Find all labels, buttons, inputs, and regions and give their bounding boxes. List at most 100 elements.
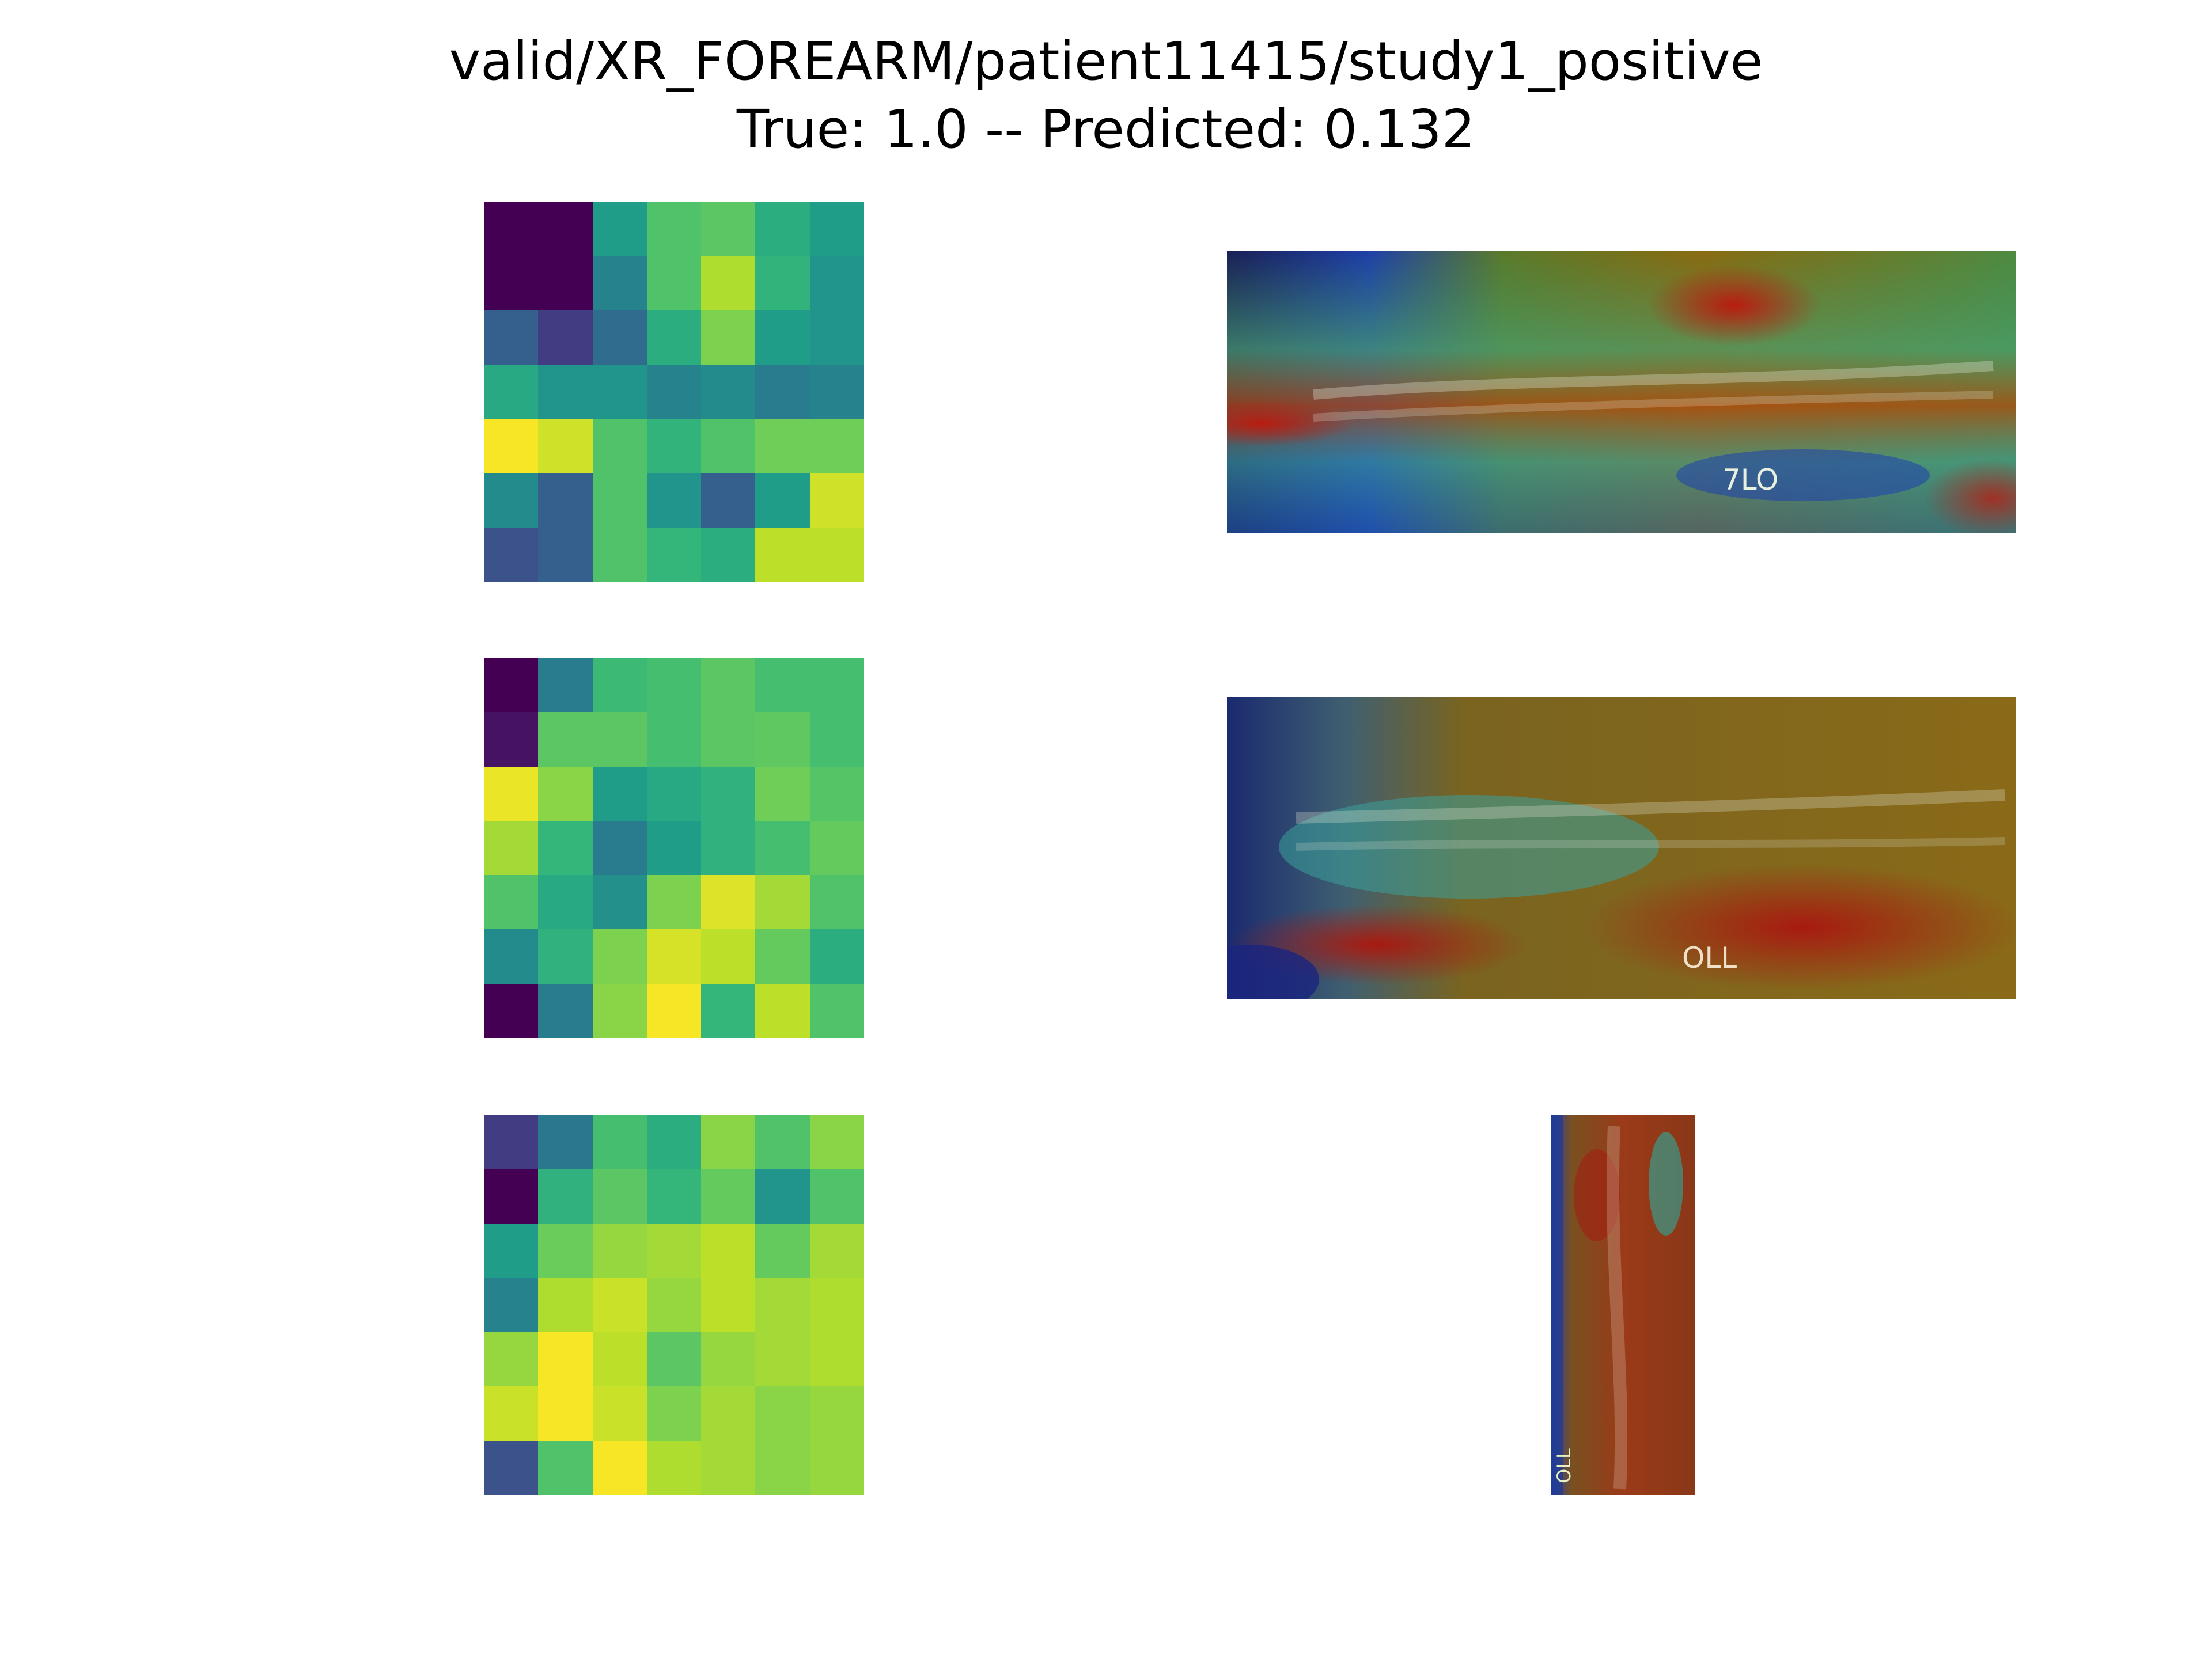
heatmap-cell xyxy=(809,1277,864,1332)
heatmap-cell xyxy=(538,256,593,310)
heatmap-cell xyxy=(538,473,593,528)
heatmap-cell xyxy=(538,929,593,984)
heatmap-cell xyxy=(646,202,702,256)
heatmap-cell xyxy=(646,1277,702,1332)
heatmap-cell xyxy=(538,527,593,582)
heatmap-cell xyxy=(701,419,756,474)
heatmap-cell xyxy=(809,1169,864,1224)
heatmap-cell xyxy=(484,820,539,876)
heatmap-cell xyxy=(538,1115,593,1169)
heatmap-cell xyxy=(592,364,647,419)
heatmap-cell xyxy=(538,419,593,474)
heatmap-cell xyxy=(592,1115,647,1169)
heatmap-cell xyxy=(484,983,539,1038)
heatmap-cell xyxy=(809,419,864,474)
heatmap-cell xyxy=(538,766,593,821)
heatmap-cell xyxy=(755,202,810,256)
heatmap-cell xyxy=(538,658,593,713)
heatmap-cell xyxy=(646,1440,702,1495)
heatmap-cell xyxy=(592,658,647,713)
heatmap-cell xyxy=(755,820,810,876)
heatmap-cell xyxy=(538,364,593,419)
heatmap-cell xyxy=(701,1169,756,1224)
heatmap-cell xyxy=(755,364,810,419)
heatmap-cell xyxy=(592,1332,647,1387)
heatmap-cell xyxy=(809,1440,864,1495)
heatmap-cell xyxy=(484,1332,539,1387)
heatmap-cell xyxy=(592,875,647,930)
heatmap-cell xyxy=(755,875,810,930)
heatmap-cell xyxy=(646,983,702,1038)
heatmap-cell xyxy=(809,310,864,365)
heatmap-cell xyxy=(484,364,539,419)
heatmap-cell xyxy=(646,473,702,528)
title-line-path: valid/XR_FOREARM/patient11415/study1_pos… xyxy=(449,31,1763,92)
heatmap-cell xyxy=(592,473,647,528)
heatmap-cell xyxy=(755,473,810,528)
lead-marker-text: OLL xyxy=(1682,941,1737,975)
heatmap-cell xyxy=(646,820,702,876)
heatmap-cell xyxy=(538,1169,593,1224)
heatmap-cell xyxy=(538,1277,593,1332)
heatmap-cell xyxy=(646,1115,702,1169)
heatmap-cell xyxy=(809,983,864,1038)
activation-heatmap-1 xyxy=(484,202,864,582)
heatmap-cell xyxy=(484,256,539,310)
heatmap-cell xyxy=(755,256,810,310)
heatmap-cell xyxy=(538,1332,593,1387)
heatmap-cell xyxy=(701,310,756,365)
heatmap-cell xyxy=(755,310,810,365)
title-line-prediction: True: 1.0 -- Predicted: 0.132 xyxy=(736,99,1476,160)
heatmap-cell xyxy=(646,256,702,310)
heatmap-cell xyxy=(484,1223,539,1278)
heatmap-cell xyxy=(592,1277,647,1332)
heatmap-cell xyxy=(755,1115,810,1169)
heatmap-cell xyxy=(701,527,756,582)
heatmap-cell xyxy=(592,712,647,767)
figure-title: valid/XR_FOREARM/patient11415/study1_pos… xyxy=(0,28,2212,164)
heatmap-cell xyxy=(484,712,539,767)
heatmap-cell xyxy=(701,1440,756,1495)
heatmap-cell xyxy=(592,202,647,256)
heatmap-cell xyxy=(701,658,756,713)
heatmap-cell xyxy=(701,929,756,984)
heatmap-cell xyxy=(809,929,864,984)
lead-marker-text: 7LO xyxy=(1722,463,1778,497)
heatmap-cell xyxy=(592,820,647,876)
heatmap-cell xyxy=(809,712,864,767)
heatmap-cell xyxy=(809,527,864,582)
heatmap-cell xyxy=(592,1386,647,1441)
heatmap-cell xyxy=(484,1115,539,1169)
heatmap-cell xyxy=(484,929,539,984)
heatmap-cell xyxy=(755,1332,810,1387)
heatmap-cell xyxy=(484,1169,539,1224)
heatmap-cell xyxy=(646,1386,702,1441)
heatmap-cell xyxy=(592,419,647,474)
heatmap-cell xyxy=(701,202,756,256)
heatmap-cell xyxy=(538,1386,593,1441)
heatmap-cell xyxy=(809,1115,864,1169)
heatmap-cell xyxy=(592,256,647,310)
heatmap-cell xyxy=(538,820,593,876)
cam-overlay-2: OLL xyxy=(1227,697,2016,999)
activation-heatmap-3 xyxy=(484,1115,864,1495)
heatmap-cell xyxy=(809,473,864,528)
heatmap-cell xyxy=(755,983,810,1038)
heatmap-cell xyxy=(538,875,593,930)
cam-overlay-3: OLL xyxy=(1551,1115,1695,1495)
heatmap-cell xyxy=(484,1277,539,1332)
heatmap-cell xyxy=(646,1332,702,1387)
heatmap-cell xyxy=(538,310,593,365)
heatmap-cell xyxy=(646,875,702,930)
heatmap-cell xyxy=(701,766,756,821)
heatmap-cell xyxy=(646,364,702,419)
heatmap-cell xyxy=(592,983,647,1038)
heatmap-cell xyxy=(484,473,539,528)
heatmap-cell xyxy=(809,1223,864,1278)
heatmap-cell xyxy=(701,712,756,767)
heatmap-cell xyxy=(484,419,539,474)
heatmap-cell xyxy=(484,527,539,582)
heatmap-cell xyxy=(484,1386,539,1441)
lead-marker-text: OLL xyxy=(1553,1448,1575,1483)
heatmap-cell xyxy=(701,256,756,310)
